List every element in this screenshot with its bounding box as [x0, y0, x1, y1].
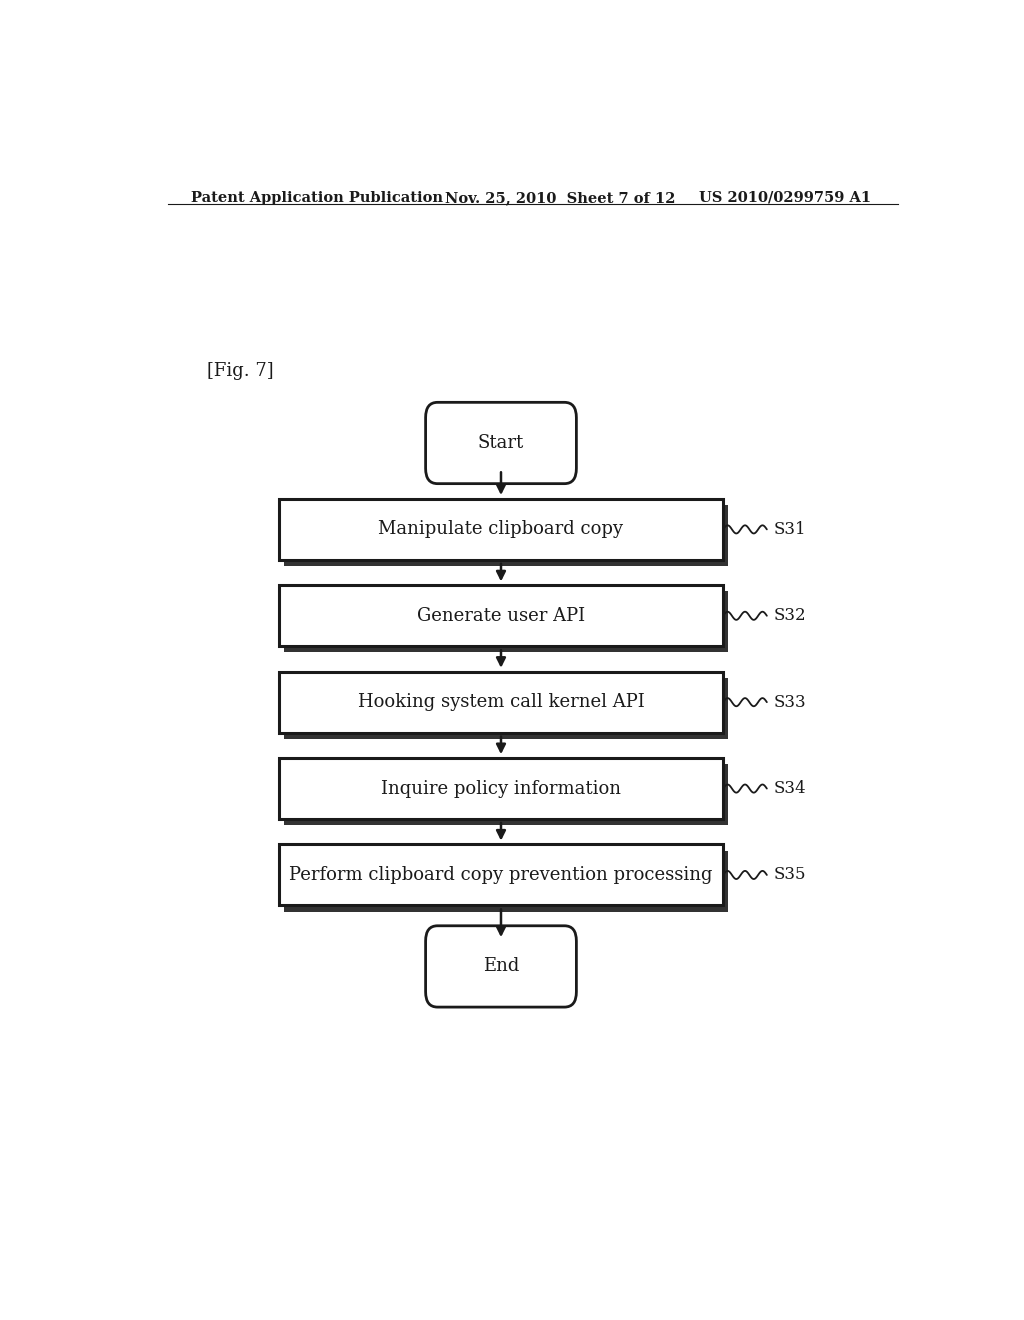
Text: S35: S35	[773, 866, 806, 883]
Text: Inquire policy information: Inquire policy information	[381, 780, 621, 797]
Text: S34: S34	[773, 780, 806, 797]
Text: [Fig. 7]: [Fig. 7]	[207, 362, 274, 380]
Text: S31: S31	[773, 521, 806, 537]
Text: US 2010/0299759 A1: US 2010/0299759 A1	[699, 191, 871, 205]
Text: Hooking system call kernel API: Hooking system call kernel API	[357, 693, 644, 711]
FancyBboxPatch shape	[284, 850, 728, 912]
Text: Start: Start	[478, 434, 524, 451]
FancyBboxPatch shape	[284, 591, 728, 652]
FancyBboxPatch shape	[279, 672, 723, 733]
FancyBboxPatch shape	[279, 845, 723, 906]
Text: Nov. 25, 2010  Sheet 7 of 12: Nov. 25, 2010 Sheet 7 of 12	[445, 191, 676, 205]
FancyBboxPatch shape	[426, 403, 577, 483]
Text: End: End	[482, 957, 519, 975]
Text: S33: S33	[773, 694, 806, 710]
Text: Manipulate clipboard copy: Manipulate clipboard copy	[379, 520, 624, 539]
FancyBboxPatch shape	[279, 585, 723, 647]
Text: Perform clipboard copy prevention processing: Perform clipboard copy prevention proces…	[289, 866, 713, 884]
FancyBboxPatch shape	[284, 677, 728, 739]
Text: Generate user API: Generate user API	[417, 607, 585, 624]
FancyBboxPatch shape	[279, 758, 723, 818]
Text: S32: S32	[773, 607, 806, 624]
Text: Patent Application Publication: Patent Application Publication	[191, 191, 443, 205]
FancyBboxPatch shape	[284, 764, 728, 825]
FancyBboxPatch shape	[426, 925, 577, 1007]
FancyBboxPatch shape	[279, 499, 723, 560]
FancyBboxPatch shape	[284, 506, 728, 566]
